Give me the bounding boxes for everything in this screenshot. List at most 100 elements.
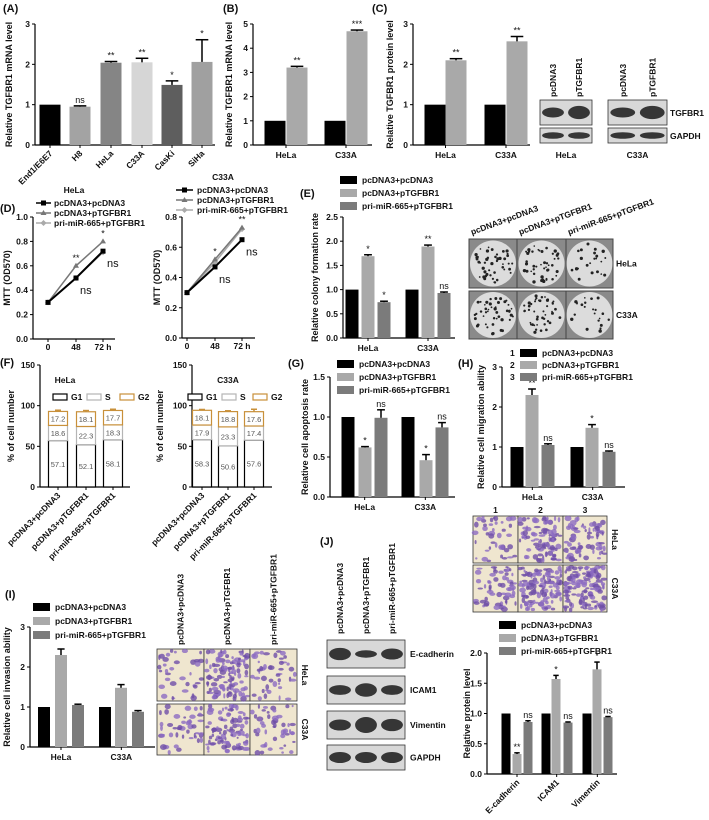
colony-dot bbox=[596, 270, 599, 274]
y-tick-label: 0 bbox=[25, 140, 30, 150]
colony-dot bbox=[544, 313, 547, 316]
stained-cell bbox=[237, 732, 242, 737]
colony-dot bbox=[490, 261, 494, 266]
bar bbox=[512, 754, 522, 774]
colony-dot bbox=[479, 310, 483, 313]
stained-cell bbox=[226, 692, 230, 699]
segment-value-label: 23.3 bbox=[221, 432, 236, 441]
x-tick-label: ICAM1 bbox=[535, 777, 561, 803]
stained-cell bbox=[278, 695, 281, 701]
y-tick-label: 1.5 bbox=[313, 372, 325, 382]
image-column-label: 1 bbox=[493, 505, 498, 515]
blot-band bbox=[355, 683, 377, 697]
y-tick-label: 3 bbox=[403, 19, 408, 29]
y-tick-label: 0.5 bbox=[313, 452, 325, 462]
stained-cell bbox=[263, 693, 268, 699]
stained-cell bbox=[179, 676, 186, 681]
y-axis-label: Relative colony formation rate bbox=[310, 213, 320, 342]
colony-dot bbox=[495, 278, 499, 282]
y-tick-label: 0.0 bbox=[16, 334, 28, 344]
y-tick-label: 0.0 bbox=[326, 333, 338, 343]
y-tick-label: 3 bbox=[25, 19, 30, 29]
stained-cell bbox=[477, 587, 484, 590]
blot-band bbox=[381, 648, 403, 660]
stained-cell bbox=[222, 661, 225, 666]
colony-dot bbox=[484, 323, 487, 326]
stained-cell bbox=[169, 666, 175, 671]
stained-cell bbox=[208, 735, 213, 740]
stained-cell bbox=[278, 667, 284, 671]
colony-dot bbox=[607, 318, 610, 322]
image-row-label: C33A bbox=[616, 310, 638, 320]
stained-cell bbox=[261, 688, 265, 694]
stained-cell bbox=[236, 723, 241, 727]
y-tick-label: 2.0 bbox=[470, 648, 482, 658]
image-row-label: C33A bbox=[610, 578, 620, 600]
stained-cell bbox=[193, 659, 201, 663]
stained-cell bbox=[531, 517, 538, 524]
stained-cell bbox=[216, 726, 219, 730]
legend-label: pcDNA3+pcDNA3 bbox=[362, 175, 433, 185]
segment-value-label: 58.1 bbox=[106, 459, 121, 468]
blot-lane-label: pcDNA3+pcDNA3 bbox=[335, 563, 345, 634]
stained-cell bbox=[242, 712, 246, 717]
stained-cell bbox=[228, 672, 231, 677]
stained-cell bbox=[482, 526, 488, 532]
stained-cell bbox=[183, 716, 187, 719]
colony-dot bbox=[531, 323, 534, 326]
y-axis-label: Relative TGFBR1 protein level bbox=[385, 20, 395, 149]
stained-cell bbox=[253, 676, 261, 680]
colony-dot bbox=[577, 277, 581, 281]
marker-diamond bbox=[181, 207, 188, 213]
stained-cell bbox=[574, 516, 579, 523]
colony-dot bbox=[490, 248, 494, 251]
colony-dot bbox=[531, 250, 534, 253]
colony-dot bbox=[499, 297, 503, 301]
x-tick-label: H8 bbox=[70, 148, 85, 163]
colony-dot bbox=[601, 312, 605, 315]
stained-cell bbox=[529, 602, 533, 608]
stained-cell bbox=[172, 726, 178, 730]
colony-dot bbox=[538, 299, 542, 303]
y-tick-label: 2.5 bbox=[326, 212, 338, 222]
series-line bbox=[47, 240, 104, 303]
colony-dot bbox=[543, 323, 546, 326]
stained-cell bbox=[231, 656, 234, 660]
stained-cell bbox=[548, 581, 555, 585]
y-tick-label: 1.0 bbox=[470, 709, 482, 719]
legend-swatch bbox=[340, 189, 357, 197]
colony-dot bbox=[545, 266, 547, 268]
legend-swatch bbox=[520, 349, 537, 357]
colony-dot bbox=[511, 315, 514, 318]
colony-dot bbox=[476, 300, 480, 304]
stained-cell bbox=[568, 586, 571, 590]
colony-dot bbox=[600, 273, 603, 275]
stained-cell bbox=[262, 652, 270, 656]
colony-dot bbox=[603, 273, 607, 277]
stained-cell bbox=[530, 531, 536, 536]
stained-cell bbox=[504, 569, 510, 573]
stained-cell bbox=[601, 531, 604, 536]
colony-dot bbox=[546, 298, 550, 302]
stained-cell bbox=[236, 736, 239, 739]
colony-dot bbox=[526, 251, 530, 256]
x-tick-label: HeLa bbox=[435, 150, 456, 160]
stained-cell bbox=[205, 725, 210, 729]
colony-dot bbox=[543, 267, 546, 270]
colony-dot bbox=[534, 300, 537, 303]
blot-band bbox=[355, 716, 377, 734]
colony-dot bbox=[491, 323, 495, 326]
colony-dot bbox=[573, 313, 576, 316]
stained-cell bbox=[585, 574, 592, 578]
stained-cell bbox=[589, 544, 595, 550]
stained-cell bbox=[231, 745, 237, 751]
image-column-label: 3 bbox=[583, 505, 588, 515]
y-tick-label: 0.8 bbox=[16, 236, 28, 246]
stained-cell bbox=[227, 666, 233, 670]
y-tick-label: 0 bbox=[243, 140, 248, 150]
stained-cell bbox=[526, 548, 532, 552]
colony-dot bbox=[535, 265, 538, 268]
stained-cell bbox=[211, 695, 217, 700]
significance-label: ns bbox=[604, 440, 614, 450]
